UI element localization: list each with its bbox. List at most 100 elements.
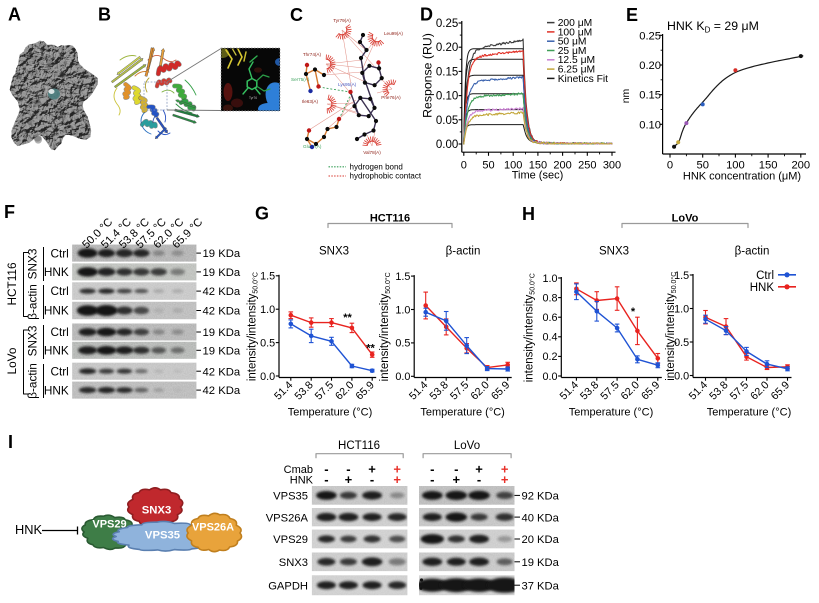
svg-text:D: D: [420, 5, 433, 25]
svg-text:Tyr79(A): Tyr79(A): [333, 18, 351, 23]
svg-text:51.4: 51.4: [687, 379, 710, 402]
svg-text:VPS29: VPS29: [92, 519, 126, 531]
svg-text:intensity/intensity50.0°C: intensity/intensity50.0°C: [379, 272, 392, 381]
svg-text:19 KDa: 19 KDa: [203, 267, 241, 279]
svg-text:E: E: [626, 5, 638, 25]
svg-text:0.25: 0.25: [436, 18, 458, 30]
svg-text:-: -: [477, 472, 481, 487]
svg-text:0.5: 0.5: [395, 338, 410, 350]
svg-text:0: 0: [667, 160, 673, 172]
svg-text:HNK: HNK: [750, 282, 775, 294]
svg-text:42 KDa: 42 KDa: [203, 366, 241, 378]
svg-text:HNK: HNK: [44, 304, 69, 318]
svg-text:200: 200: [553, 160, 571, 172]
svg-text:53.8: 53.8: [292, 379, 315, 402]
svg-text:C: C: [290, 5, 303, 25]
svg-text:100 μM: 100 μM: [558, 27, 593, 38]
svg-text:Leu99(A): Leu99(A): [384, 31, 403, 36]
svg-text:+: +: [475, 462, 483, 477]
svg-text:0.0: 0.0: [260, 371, 275, 383]
svg-text:+: +: [501, 472, 509, 487]
svg-text:0.20: 0.20: [639, 60, 661, 72]
svg-text:0.5: 0.5: [260, 337, 275, 349]
svg-text:+: +: [345, 472, 353, 487]
svg-text:0.15: 0.15: [436, 66, 458, 78]
svg-text:Ctrl: Ctrl: [50, 284, 68, 298]
svg-text:Temperature (°C): Temperature (°C): [288, 407, 372, 419]
svg-text:Temperature (°C): Temperature (°C): [569, 407, 653, 419]
svg-text:0.05: 0.05: [436, 115, 458, 127]
svg-text:HNK: HNK: [44, 265, 69, 279]
svg-text:0.0: 0.0: [674, 370, 689, 382]
svg-text:0.4: 0.4: [542, 332, 557, 344]
svg-text:0.6: 0.6: [542, 312, 557, 324]
svg-text:Thr74(A): Thr74(A): [303, 52, 322, 57]
svg-text:0: 0: [461, 160, 467, 172]
svg-text:VPS26A: VPS26A: [192, 522, 234, 534]
svg-text:57.5: 57.5: [598, 379, 621, 402]
svg-text:LoVo: LoVo: [672, 213, 699, 225]
svg-text:250: 250: [578, 160, 596, 172]
svg-text:intensity/intensity50.0°C: intensity/intensity50.0°C: [247, 272, 260, 381]
svg-text:42 KDa: 42 KDa: [203, 286, 241, 298]
svg-text:1.0: 1.0: [395, 304, 410, 316]
svg-text:Ctrl: Ctrl: [50, 246, 68, 260]
svg-text:-: -: [454, 462, 458, 477]
svg-text:Ctrl: Ctrl: [50, 325, 68, 339]
svg-text:Kinetics Fit: Kinetics Fit: [558, 74, 608, 85]
svg-text:VPS35: VPS35: [145, 530, 180, 542]
svg-text:F: F: [4, 202, 15, 222]
svg-text:53.8: 53.8: [427, 379, 450, 402]
svg-text:150: 150: [759, 160, 778, 172]
svg-text:HCT116: HCT116: [370, 213, 410, 225]
svg-text:HCT116: HCT116: [338, 440, 380, 452]
svg-text:β-actin: β-actin: [26, 284, 40, 320]
svg-text:β-actin: β-actin: [26, 363, 40, 399]
svg-text:β-actin: β-actin: [446, 246, 481, 258]
svg-text:200: 200: [791, 160, 810, 172]
svg-text:Temperature (°C): Temperature (°C): [420, 407, 504, 419]
svg-text:SNX3: SNX3: [319, 246, 349, 258]
svg-text:β-actin: β-actin: [735, 246, 770, 258]
svg-text:H: H: [522, 204, 535, 224]
svg-text:200 μM: 200 μM: [558, 18, 593, 29]
svg-text:100: 100: [504, 160, 522, 172]
svg-text:Tyr76: Tyr76: [249, 96, 257, 100]
svg-text:HNK concentration (μM): HNK concentration (μM): [683, 171, 801, 183]
svg-text:1.0: 1.0: [674, 303, 689, 315]
svg-text:+: +: [368, 462, 376, 477]
svg-text:62.0: 62.0: [468, 379, 491, 402]
svg-text:57.5: 57.5: [313, 379, 336, 402]
svg-text:6.25 μM: 6.25 μM: [558, 65, 595, 76]
svg-text:Temperature (°C): Temperature (°C): [707, 407, 791, 419]
svg-text:62.0: 62.0: [619, 379, 642, 402]
svg-text:1.0: 1.0: [542, 273, 557, 285]
svg-text:19 KDa: 19 KDa: [203, 248, 241, 260]
svg-text:51.4: 51.4: [272, 379, 295, 402]
svg-text:37 KDa: 37 KDa: [522, 581, 560, 593]
svg-text:Cmab: Cmab: [284, 464, 313, 476]
svg-text:Ctrl: Ctrl: [756, 270, 774, 282]
svg-text:B: B: [98, 5, 111, 25]
svg-text:Phe76(A): Phe76(A): [381, 95, 401, 100]
svg-text:-: -: [324, 472, 328, 487]
svg-text:0.8: 0.8: [542, 292, 557, 304]
svg-text:Time (sec): Time (sec): [512, 170, 564, 182]
svg-text:SNX3: SNX3: [279, 557, 308, 569]
svg-text:40 KDa: 40 KDa: [522, 512, 560, 524]
svg-text:100: 100: [726, 160, 745, 172]
svg-text:65.9: 65.9: [353, 379, 376, 402]
svg-text:Ile63(A): Ile63(A): [302, 99, 319, 104]
svg-text:19 KDa: 19 KDa: [203, 345, 241, 357]
svg-text:LoVo: LoVo: [5, 347, 19, 374]
svg-text:25 μM: 25 μM: [558, 46, 587, 57]
svg-text:57.5: 57.5: [728, 379, 751, 402]
svg-text:Ser75(A): Ser75(A): [291, 77, 310, 82]
svg-text:92 KDa: 92 KDa: [522, 491, 560, 503]
svg-text:0.10: 0.10: [436, 91, 458, 103]
svg-text:SNX3: SNX3: [599, 246, 629, 258]
svg-text:HNK KD = 29 μM: HNK KD = 29 μM: [667, 19, 759, 35]
svg-text:I: I: [8, 432, 13, 452]
svg-text:65.9: 65.9: [769, 379, 792, 402]
svg-text:-: -: [430, 472, 434, 487]
